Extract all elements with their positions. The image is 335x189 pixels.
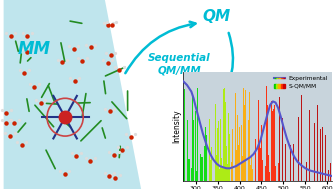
Bar: [212, 141, 213, 181]
Bar: [200, 154, 201, 181]
Bar: [304, 131, 305, 181]
Bar: [274, 105, 275, 181]
Bar: [314, 123, 315, 181]
Bar: [259, 141, 260, 181]
Bar: [275, 166, 276, 181]
Bar: [328, 170, 329, 181]
Bar: [223, 89, 224, 181]
Bar: [330, 163, 331, 181]
Bar: [258, 100, 259, 181]
Bar: [205, 127, 206, 181]
Polygon shape: [4, 0, 141, 189]
Bar: [191, 168, 192, 181]
Bar: [241, 125, 242, 181]
Bar: [217, 128, 218, 181]
Bar: [317, 105, 318, 181]
Bar: [309, 110, 310, 181]
Bar: [320, 129, 321, 181]
Bar: [267, 105, 268, 181]
Text: MM: MM: [18, 40, 51, 58]
Bar: [228, 113, 229, 181]
Bar: [196, 171, 197, 181]
Bar: [262, 160, 263, 181]
Bar: [186, 108, 187, 181]
Bar: [184, 89, 185, 181]
Legend: Experimental, S-QM/MM: Experimental, S-QM/MM: [272, 75, 329, 90]
Bar: [287, 167, 288, 181]
Bar: [225, 102, 226, 181]
Bar: [306, 162, 307, 181]
Bar: [268, 155, 269, 181]
Bar: [290, 145, 291, 181]
Bar: [272, 111, 273, 181]
Bar: [202, 157, 203, 181]
Bar: [229, 134, 230, 181]
Bar: [312, 106, 313, 181]
Bar: [204, 146, 205, 181]
Bar: [265, 166, 266, 181]
Bar: [236, 150, 237, 181]
Bar: [209, 119, 210, 181]
Bar: [254, 144, 255, 181]
Bar: [250, 165, 251, 181]
Bar: [201, 157, 202, 181]
Bar: [242, 156, 243, 181]
Bar: [260, 148, 261, 181]
Bar: [282, 118, 283, 181]
Bar: [222, 167, 223, 181]
Bar: [243, 88, 244, 181]
Bar: [231, 162, 232, 181]
Bar: [322, 127, 323, 181]
Bar: [245, 90, 246, 181]
Bar: [266, 86, 267, 181]
Bar: [301, 95, 302, 181]
Bar: [233, 170, 234, 181]
Bar: [273, 109, 274, 181]
Y-axis label: Intensity: Intensity: [172, 110, 181, 143]
Bar: [219, 169, 220, 181]
Bar: [235, 93, 236, 181]
Bar: [249, 92, 250, 181]
Bar: [187, 120, 188, 181]
Bar: [279, 97, 280, 181]
Bar: [192, 97, 193, 181]
Bar: [237, 115, 238, 181]
Bar: [221, 158, 222, 181]
Bar: [206, 135, 207, 181]
Bar: [271, 101, 272, 181]
Bar: [293, 144, 294, 181]
Bar: [220, 119, 221, 181]
Bar: [226, 146, 227, 181]
Bar: [193, 120, 194, 181]
Bar: [224, 88, 225, 181]
Bar: [232, 129, 233, 181]
Bar: [278, 163, 279, 181]
Bar: [227, 164, 228, 181]
Bar: [255, 139, 256, 181]
Bar: [325, 135, 326, 181]
Bar: [197, 88, 198, 181]
Bar: [295, 109, 296, 181]
Bar: [218, 121, 219, 181]
Bar: [211, 147, 212, 181]
Bar: [298, 117, 299, 181]
Bar: [261, 125, 262, 181]
Bar: [269, 172, 270, 181]
Bar: [247, 94, 248, 181]
Bar: [251, 156, 252, 181]
Text: Sequential
QM/MM: Sequential QM/MM: [148, 53, 210, 75]
Bar: [244, 105, 245, 181]
Bar: [188, 159, 189, 181]
Bar: [238, 145, 239, 181]
Text: QM: QM: [202, 9, 230, 24]
Bar: [195, 111, 196, 181]
Bar: [285, 144, 286, 181]
Bar: [183, 140, 184, 181]
Bar: [210, 160, 211, 181]
Bar: [248, 120, 249, 181]
